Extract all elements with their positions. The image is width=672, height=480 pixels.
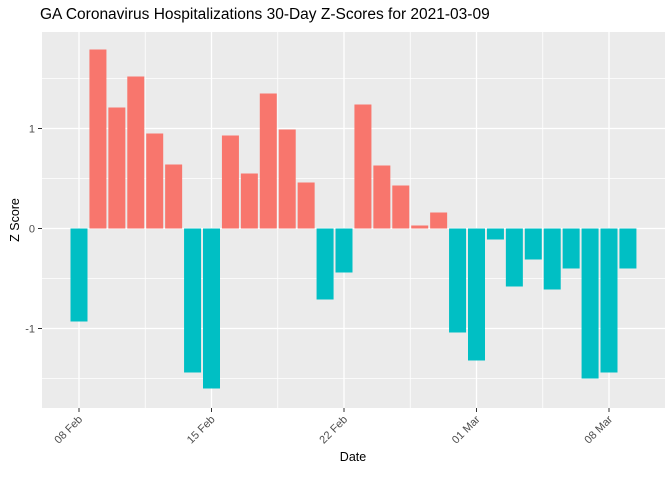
bar bbox=[108, 107, 126, 229]
bar bbox=[468, 228, 485, 361]
bar bbox=[392, 185, 410, 229]
bar bbox=[335, 228, 353, 273]
bar bbox=[619, 228, 637, 269]
bar bbox=[165, 164, 183, 229]
bar bbox=[430, 212, 448, 229]
bar bbox=[486, 228, 504, 240]
bar bbox=[316, 228, 334, 300]
bar bbox=[221, 135, 239, 229]
bar bbox=[449, 228, 467, 333]
bar bbox=[373, 165, 391, 229]
bar bbox=[581, 228, 599, 379]
x-axis-tick-label: 01 Mar bbox=[450, 413, 483, 446]
y-axis-tick-label: 1 bbox=[29, 124, 35, 136]
x-axis-tick-label: 22 Feb bbox=[317, 414, 350, 447]
bar bbox=[562, 228, 580, 269]
bar bbox=[146, 133, 164, 229]
x-axis-title: Date bbox=[339, 450, 367, 464]
bar bbox=[278, 129, 296, 229]
bar bbox=[240, 173, 258, 229]
x-axis-tick-label: 15 Feb bbox=[185, 414, 218, 447]
bar bbox=[89, 49, 107, 229]
bar bbox=[259, 93, 277, 229]
bar bbox=[354, 104, 372, 229]
x-axis-tick-label: 08 Feb bbox=[52, 414, 85, 447]
x-axis-tick-label: 08 Mar bbox=[582, 413, 615, 446]
plot-panel-background bbox=[42, 32, 665, 408]
bar bbox=[543, 228, 561, 290]
y-axis-tick-label: -1 bbox=[25, 324, 35, 336]
bar bbox=[127, 76, 145, 229]
bar bbox=[184, 228, 202, 373]
bar bbox=[524, 228, 542, 260]
bar bbox=[70, 228, 88, 322]
bar bbox=[411, 225, 429, 229]
bar bbox=[600, 228, 618, 373]
bar bbox=[203, 228, 220, 389]
bar bbox=[505, 228, 523, 287]
bar bbox=[297, 182, 315, 229]
y-axis-tick-label: 0 bbox=[29, 224, 35, 236]
y-axis-title: Z Score bbox=[8, 198, 22, 242]
chart-title: GA Coronavirus Hospitalizations 30-Day Z… bbox=[40, 6, 490, 23]
